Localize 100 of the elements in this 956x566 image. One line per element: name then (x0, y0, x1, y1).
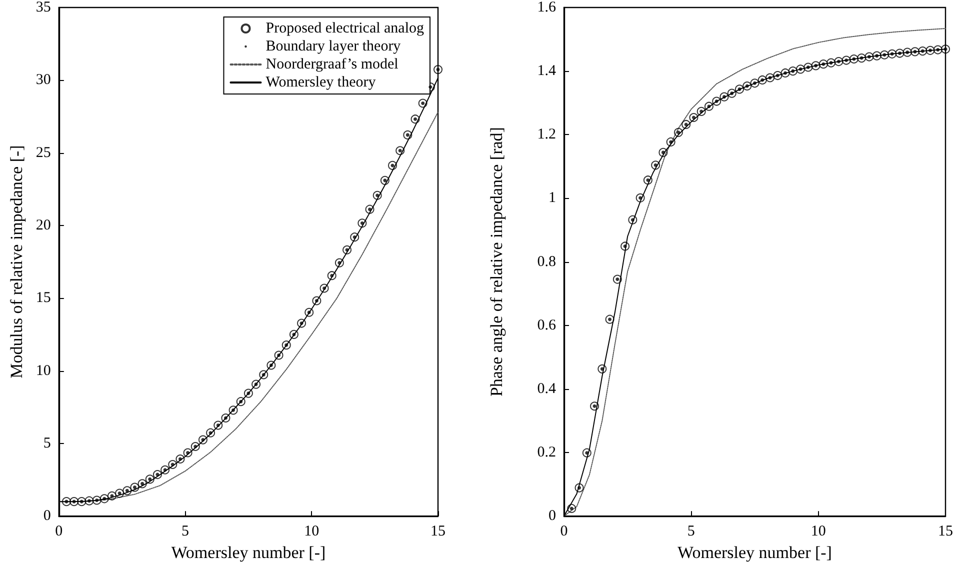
legend-label: Proposed electrical analog (266, 20, 424, 36)
point (214, 420, 223, 430)
point (115, 488, 124, 498)
point (320, 284, 329, 293)
point (796, 64, 806, 74)
point (282, 340, 291, 350)
point (849, 54, 858, 64)
point (651, 160, 660, 170)
y-tick-label: 1.2 (537, 126, 556, 143)
point (712, 96, 722, 106)
point (918, 46, 928, 56)
y-tick-label: 0.2 (537, 444, 556, 461)
point (620, 242, 630, 251)
point (788, 66, 798, 76)
point (380, 176, 390, 185)
point (312, 296, 322, 306)
point (428, 85, 432, 89)
point (804, 62, 813, 72)
point (857, 54, 866, 63)
y-tick-label: 25 (36, 144, 51, 161)
y-tick-label: 0.8 (537, 254, 556, 270)
point (100, 494, 109, 504)
point (122, 486, 132, 496)
point (941, 44, 950, 54)
point (334, 258, 344, 268)
point (598, 364, 607, 374)
point (236, 397, 246, 406)
point (888, 49, 897, 58)
point (872, 51, 882, 60)
point (266, 360, 276, 370)
y-tick-label: 5 (43, 435, 51, 452)
point (289, 330, 298, 339)
point (773, 71, 782, 80)
legend-label: Womersley theory (266, 74, 376, 90)
y-tick-label: 0.4 (537, 380, 556, 397)
point (206, 428, 216, 438)
point (758, 75, 767, 84)
point (396, 146, 405, 156)
point (410, 114, 420, 124)
x-tick-label: 5 (687, 524, 695, 540)
point (682, 120, 691, 129)
x-axis-title: Womersley number [-] (678, 543, 832, 562)
point (84, 496, 94, 506)
x-tick-label: 15 (430, 524, 446, 540)
point (742, 82, 752, 91)
y-tick-label: 15 (36, 290, 51, 306)
point (138, 479, 147, 488)
y-tick-label: 30 (36, 72, 51, 88)
point (643, 176, 652, 185)
y-tick-label: 20 (36, 217, 51, 234)
point (864, 52, 874, 62)
y-tick-label: 1.4 (537, 63, 556, 80)
point (152, 470, 162, 480)
point (842, 56, 851, 65)
x-tick-label: 10 (304, 524, 320, 540)
point (735, 84, 744, 94)
point (168, 460, 178, 470)
point (612, 274, 622, 284)
point (926, 46, 935, 55)
point (327, 271, 336, 280)
point (834, 57, 844, 66)
point (727, 88, 736, 98)
point (342, 245, 352, 254)
point (567, 504, 576, 513)
point (826, 58, 836, 68)
point (130, 482, 140, 492)
point (590, 402, 600, 411)
point (183, 448, 192, 458)
point (674, 128, 683, 137)
point (252, 380, 261, 389)
point (818, 60, 828, 69)
legend-label: Boundary layer theory (266, 38, 402, 54)
point (880, 50, 889, 60)
point (720, 92, 729, 102)
point (811, 61, 820, 70)
point (403, 130, 412, 140)
point (689, 112, 698, 122)
point (145, 474, 154, 484)
point (92, 496, 102, 505)
point (766, 73, 775, 82)
y-tick-label: 10 (36, 362, 51, 379)
point (297, 318, 306, 328)
point (696, 106, 706, 116)
point (388, 160, 398, 170)
point (582, 448, 592, 458)
point (176, 454, 185, 464)
point (274, 350, 284, 360)
x-tick-label: 10 (810, 524, 826, 540)
point (372, 190, 382, 200)
x-tick-label: 0 (55, 524, 63, 540)
point (160, 465, 170, 474)
point (304, 308, 314, 317)
y-tick-label: 0 (548, 508, 556, 524)
point (228, 406, 238, 415)
point (62, 497, 71, 506)
x-tick-label: 15 (938, 524, 953, 540)
point (658, 148, 668, 157)
point (628, 215, 638, 224)
point (636, 193, 645, 202)
point (910, 47, 920, 56)
